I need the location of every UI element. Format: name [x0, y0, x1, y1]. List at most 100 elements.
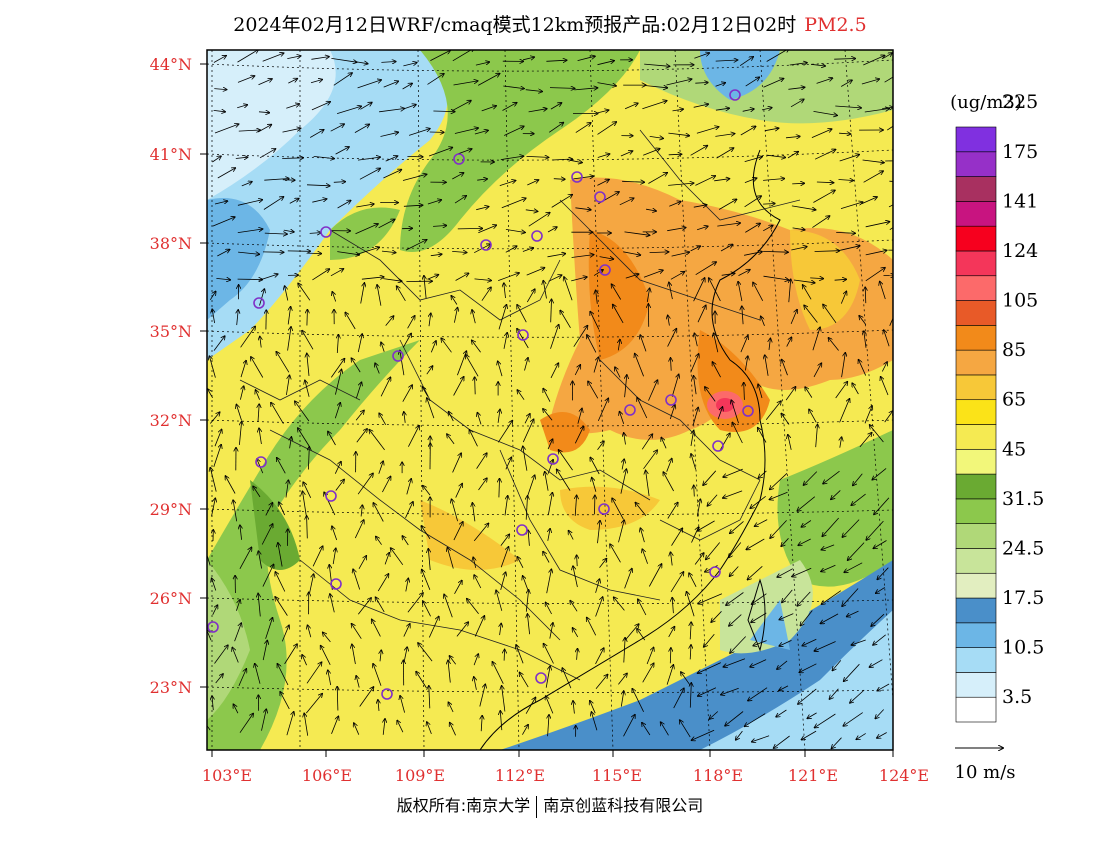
wind-vector [214, 124, 239, 134]
wind-vector [503, 85, 524, 89]
wind-vector [240, 361, 246, 378]
station-marker [381, 688, 393, 700]
wind-vector [357, 80, 382, 89]
wind-vector [472, 503, 475, 522]
wind-vector [524, 358, 529, 371]
wind-vector [379, 109, 404, 113]
wind-vector [592, 478, 597, 492]
wind-vector [569, 531, 574, 540]
wind-vector [474, 677, 477, 690]
wind-vector [613, 305, 624, 324]
wind-vector [874, 497, 890, 515]
wind-vector [501, 198, 526, 209]
wind-vector [744, 196, 762, 208]
wind-vector [587, 618, 597, 636]
station-marker [531, 230, 543, 242]
wind-vector [694, 553, 704, 565]
wind-vector [577, 649, 578, 660]
wind-vector [522, 248, 533, 252]
wind-vector [499, 181, 516, 186]
wind-vector [255, 664, 261, 684]
colorbar-swatch [955, 622, 997, 648]
wind-vector [763, 204, 775, 205]
wind-vector [873, 634, 886, 645]
wind-vector [323, 632, 331, 643]
wind-vector [280, 692, 290, 710]
wind-vector [881, 362, 887, 372]
wind-vector [466, 355, 479, 377]
wind-vector [352, 644, 356, 665]
station-marker [729, 89, 741, 101]
station-marker [712, 440, 724, 452]
wind-vector [881, 377, 889, 396]
wind-vector [258, 112, 269, 113]
wind-vector [813, 111, 838, 115]
wind-vector [620, 151, 633, 157]
wind-vector [378, 219, 395, 229]
wind-vector [695, 83, 708, 84]
wind-vector [354, 723, 360, 735]
wind-vector [559, 450, 573, 471]
wind-vector [474, 130, 488, 135]
wind-vector [209, 291, 215, 301]
wind-vector [816, 182, 834, 183]
wind-vector [328, 432, 336, 446]
wind-vector [500, 572, 506, 591]
wind-vector [863, 171, 884, 183]
wind-vector [303, 482, 312, 498]
wind-vector [750, 495, 766, 508]
wind-vector [359, 168, 380, 180]
wind-vector [384, 553, 389, 565]
wind-vector [670, 272, 685, 280]
wind-vector [207, 725, 211, 731]
wind-vector [265, 618, 273, 639]
wind-vector [859, 360, 867, 376]
wind-vector [635, 503, 647, 517]
wind-vector [788, 87, 804, 89]
wind-vector [593, 357, 599, 373]
wind-vector [504, 126, 524, 136]
wind-vector [748, 566, 763, 579]
concentration-field [207, 50, 893, 750]
wind-vector [547, 439, 553, 450]
station-marker [453, 153, 465, 165]
wind-vector [821, 613, 839, 624]
wind-vector [711, 611, 722, 622]
station-marker [320, 226, 332, 238]
wind-vector [755, 519, 768, 527]
wind-vector [758, 470, 767, 478]
wind-vector [577, 409, 582, 424]
wind-vector [406, 578, 409, 592]
wind-vector [667, 329, 677, 347]
wind-vector [803, 285, 812, 300]
colorbar-tick-label: 45 [1002, 438, 1026, 460]
wind-vector [526, 268, 545, 276]
wind-vector [282, 180, 295, 181]
wind-vector [453, 522, 463, 541]
wind-vector [624, 433, 626, 445]
wind-vector [587, 335, 597, 353]
wind-vector [625, 274, 639, 279]
wind-vector [258, 594, 260, 617]
wind-vector [828, 338, 839, 351]
lon-label: 124°E [879, 766, 929, 785]
wind-vector [430, 50, 450, 61]
wind-vector [763, 79, 784, 88]
wind-vector [680, 720, 691, 738]
wind-vector [426, 366, 433, 375]
wind-vector [505, 246, 517, 253]
wind-vector [256, 390, 260, 400]
wind-vector [447, 548, 454, 569]
wind-vector [207, 545, 211, 566]
wind-vector [498, 410, 500, 423]
wind-vector [279, 502, 286, 516]
wind-vector [288, 307, 290, 325]
lon-label: 115°E [592, 766, 642, 785]
wind-vector [286, 480, 288, 498]
wind-vector [377, 285, 382, 306]
colorbar-tick-label: 24.5 [1002, 538, 1044, 560]
wind-vector [637, 629, 646, 641]
wind-vector [753, 283, 764, 301]
station-marker [598, 503, 610, 515]
wind-vector [714, 333, 719, 353]
